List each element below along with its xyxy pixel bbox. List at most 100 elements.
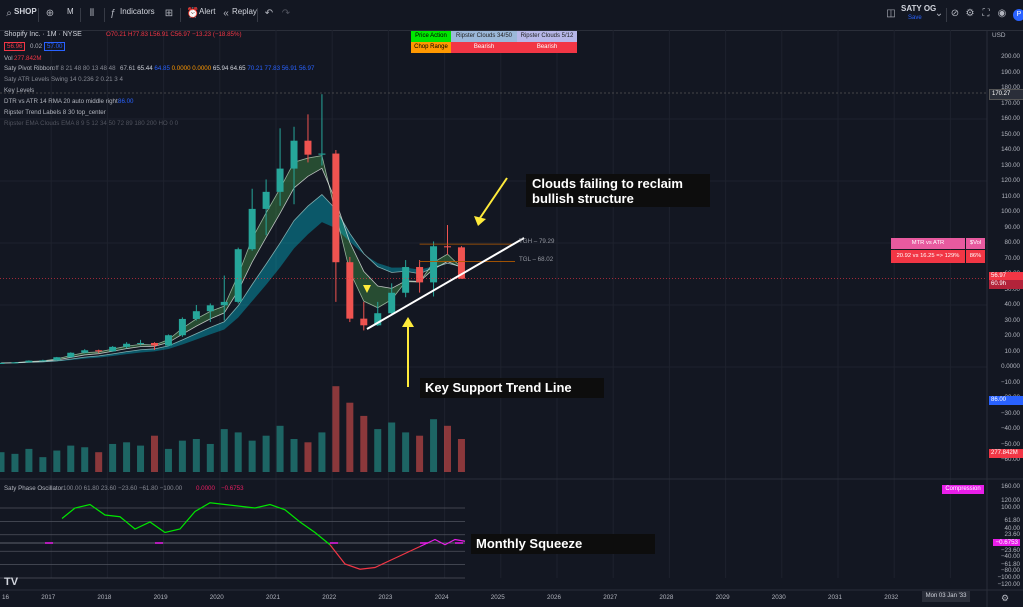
ema-clouds — [0, 155, 462, 364]
settings-icon[interactable]: ⚙ — [965, 8, 975, 19]
candle-body — [39, 360, 47, 362]
vol-label: Vol — [4, 55, 13, 62]
volume-bar — [95, 452, 103, 472]
alert-icon[interactable]: ⏰ — [186, 8, 200, 19]
candle-body — [178, 318, 186, 336]
clouds-arrow-head — [474, 216, 486, 226]
bid-box[interactable]: 56.96 — [4, 42, 26, 51]
price-axis-label: 150.00 — [1001, 130, 1020, 138]
phase-oscillator — [0, 502, 466, 579]
tgl-label: TGL – 68.02 — [519, 256, 554, 263]
support-arrow-head — [402, 317, 414, 327]
oscillator-params: 100.00 61.80 23.60 −23.60 −61.80 −100.00 — [63, 485, 183, 492]
save-label[interactable]: Save — [908, 15, 922, 21]
oscillator-axis-label: −100.00 — [997, 574, 1020, 581]
price-axis-label: 160.00 — [1001, 115, 1020, 122]
chart-type-icon[interactable]: ⫴ — [89, 8, 95, 19]
camera-icon[interactable]: ◉ — [997, 8, 1007, 19]
indicators-button[interactable]: Indicators — [120, 7, 155, 16]
oscillator-label[interactable]: Saty Phase Oscillator — [4, 485, 64, 492]
symbol-search[interactable]: SHOP — [14, 7, 37, 16]
compression-badge: Compression — [942, 485, 984, 494]
status-bearish-5-12: Bearish — [517, 42, 577, 53]
replay-icon[interactable]: « — [223, 8, 229, 19]
volume-bar — [416, 435, 424, 472]
oscillator-axis-label: −61.80 — [1000, 560, 1020, 568]
candle-body — [53, 357, 61, 361]
undo-icon[interactable]: ↶ — [264, 8, 274, 19]
annotation-clouds: Clouds failing to reclaim bullish struct… — [526, 174, 710, 207]
volume-bar — [220, 429, 228, 472]
ribbon-value: 0.0000 — [192, 65, 213, 72]
redo-icon[interactable]: ↷ — [281, 8, 291, 19]
pivot-ribbon-params: off 8 21 48 80 13 48 48 — [52, 65, 116, 72]
candle-body — [416, 267, 424, 283]
candles — [0, 94, 465, 364]
oscillator-axis-label: 40.00 — [1004, 525, 1020, 532]
atr-levels-label[interactable]: Saty ATR Levels Swing 14 0.236 2 0.21 3 … — [4, 76, 123, 83]
oscillator-line-bull — [61, 502, 331, 546]
time-cursor-label: Mon 03 Jan '33 — [922, 591, 970, 602]
zoom-icon[interactable]: ⊘ — [950, 8, 960, 19]
candle-body — [95, 350, 103, 352]
time-axis-label: 2026 — [547, 594, 562, 601]
price-axis-label: 30.00 — [1004, 316, 1020, 324]
volume-bar — [388, 422, 396, 472]
time-axis-label: 16 — [2, 594, 10, 601]
ema-clouds-label[interactable]: Ripster EMA Clouds EMA 8 9 5 12 34 50 72… — [4, 120, 179, 127]
ribbon-value: 65.44 — [137, 65, 155, 72]
volume-bar — [248, 440, 256, 472]
status-chop-range: Chop Range — [411, 42, 451, 53]
chart-canvas[interactable] — [0, 30, 1023, 607]
oscillator-line-compression — [419, 538, 466, 548]
price-axis-label: 110.00 — [1001, 192, 1020, 200]
candle-body — [234, 249, 242, 302]
time-axis-label: 2025 — [490, 594, 505, 601]
candle-body — [164, 335, 172, 346]
vol-value: 277.842M — [14, 55, 42, 62]
time-axis-label: 2022 — [322, 594, 337, 601]
ribbon-value: 67.61 — [120, 65, 138, 72]
trend-labels-label[interactable]: Ripster Trend Labels 8 30 top_center — [4, 109, 106, 116]
time-axis-label: 2024 — [434, 594, 449, 601]
volume-bar — [304, 442, 312, 472]
profile-avatar[interactable]: P — [1013, 9, 1023, 21]
volume-bar — [67, 445, 75, 472]
ask-box[interactable]: 57.00 — [44, 42, 66, 51]
replay-button[interactable]: Replay — [232, 7, 257, 16]
volume-bar — [457, 439, 465, 472]
status-clouds-5-12: Ripster Clouds 5/12 — [517, 31, 577, 42]
oscillator-axis-label: 160.00 — [1001, 483, 1020, 490]
settings-icon[interactable]: ⚙ — [1001, 593, 1010, 603]
price-axis-label: 0.0000 — [1001, 363, 1020, 370]
currency-label[interactable]: USD — [992, 32, 1006, 39]
candle-body — [109, 346, 117, 352]
time-axis-label: 2020 — [209, 594, 224, 601]
alert-button[interactable]: Alert — [199, 7, 216, 16]
price-axis-label: 90.00 — [1004, 223, 1020, 231]
price-axis-label: 50.00 — [1004, 285, 1020, 293]
target-levels — [0, 243, 987, 279]
chevron-down-icon[interactable]: ⌄ — [934, 8, 944, 19]
volume-bar — [402, 432, 410, 472]
countdown-tag: 60.9h — [989, 280, 1023, 289]
interval-button[interactable]: M — [67, 7, 74, 16]
time-axis-label: 2031 — [828, 594, 843, 601]
fullscreen-icon[interactable]: ⛶ — [982, 8, 990, 19]
price-axis-label: 200.00 — [1001, 53, 1020, 60]
ribbon-value: 70.21 — [247, 65, 265, 72]
pivot-ribbon-label[interactable]: Saty Pivot Ribbon — [4, 65, 54, 72]
layout-name[interactable]: SATY OG — [901, 4, 937, 13]
key-levels-label[interactable]: Key Levels — [4, 87, 35, 94]
dtr-value: 86.00 — [118, 98, 134, 105]
dtr-atr-label[interactable]: DTR vs ATR 14 RMA 20 auto middle right — [4, 98, 118, 105]
layout-icon[interactable]: ◫ — [886, 8, 896, 19]
indicators-icon[interactable]: ƒ — [110, 8, 116, 19]
ema-cloud-slow — [1, 194, 462, 363]
oscillator-axis-label: −40.00 — [1000, 553, 1020, 560]
search-icon[interactable]: ⌕ — [6, 8, 12, 19]
templates-icon[interactable]: ⊞ — [164, 8, 174, 19]
add-symbol-icon[interactable]: ⊕ — [45, 8, 55, 19]
price-axis-label: 80.00 — [1004, 239, 1020, 246]
time-axis-label: 2023 — [378, 594, 393, 601]
